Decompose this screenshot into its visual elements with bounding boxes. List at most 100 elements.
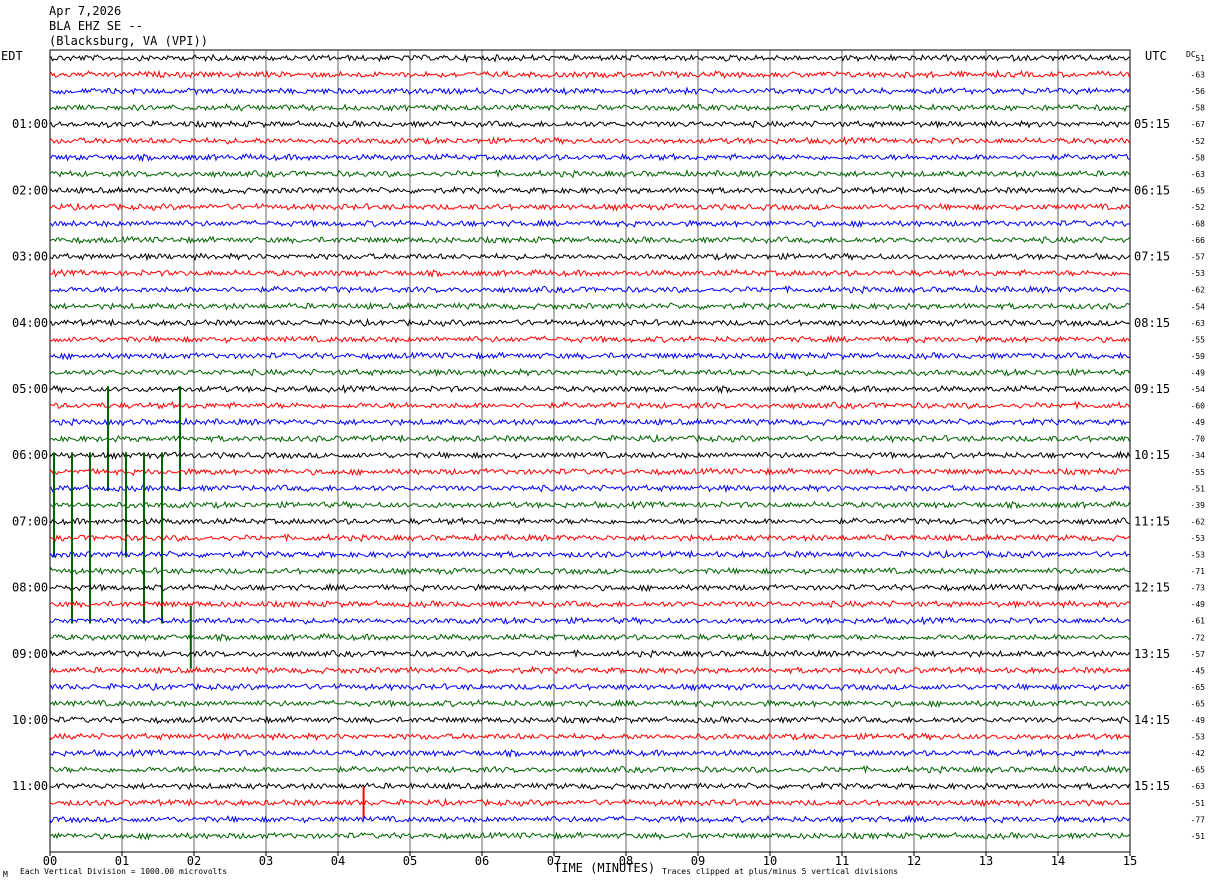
- right-hour-label: 14:15: [1134, 713, 1170, 727]
- trace-10: [49, 218, 1130, 229]
- dc-label: DC: [1186, 50, 1196, 59]
- header-date: Apr 7,2026: [49, 4, 122, 18]
- x-tick-label: 10: [763, 854, 777, 868]
- dc-offset-label: -61: [1191, 617, 1206, 626]
- left-hour-label: 11:00: [12, 779, 48, 793]
- right-hour-label: 09:15: [1134, 382, 1170, 396]
- dc-offset-label: -39: [1191, 501, 1206, 510]
- x-tick-label: 05: [403, 854, 417, 868]
- dc-offset-label: -56: [1191, 87, 1206, 96]
- dc-offset-label: -54: [1191, 302, 1206, 311]
- trace-17: [49, 334, 1130, 344]
- trace-27: [49, 500, 1130, 510]
- right-axis-label: UTC: [1145, 49, 1167, 63]
- left-hour-label: 02:00: [12, 183, 48, 197]
- dc-offset-label: -73: [1191, 584, 1206, 593]
- dc-offset-label: 51: [1195, 54, 1205, 63]
- trace-23: [49, 433, 1130, 444]
- x-tick-label: 02: [187, 854, 201, 868]
- left-hour-label: 09:00: [12, 647, 48, 661]
- dc-offset-label: -63: [1191, 71, 1206, 80]
- dc-offset-label: -62: [1191, 517, 1206, 526]
- trace-28: [49, 516, 1130, 526]
- x-tick-label: 00: [43, 854, 57, 868]
- dc-offset-label: -42: [1191, 749, 1206, 758]
- header-station: BLA EHZ SE --: [49, 19, 143, 33]
- dc-offset-label: -62: [1191, 286, 1206, 295]
- trace-26: [49, 483, 1130, 494]
- trace-3: [49, 102, 1130, 113]
- dc-offset-label: -49: [1191, 716, 1206, 725]
- dc-offset-label: -63: [1191, 782, 1206, 791]
- x-tick-label: 11: [835, 854, 849, 868]
- dc-offset-label: -49: [1191, 600, 1206, 609]
- x-tick-label: 08: [619, 854, 633, 868]
- trace-18: [49, 351, 1130, 361]
- dc-offset-label: -45: [1191, 666, 1206, 675]
- trace-31: [49, 566, 1130, 576]
- trace-7: [49, 168, 1130, 179]
- dc-offset-label: -67: [1191, 120, 1206, 129]
- right-hour-label: 11:15: [1134, 514, 1170, 528]
- right-hour-label: 12:15: [1134, 581, 1170, 595]
- trace-14: [49, 284, 1130, 295]
- trace-33: [49, 599, 1130, 609]
- dc-offset-label: -59: [1191, 352, 1206, 361]
- x-tick-label: 07: [547, 854, 561, 868]
- left-hour-label: 08:00: [12, 581, 48, 595]
- x-tick-label: 04: [331, 854, 345, 868]
- dc-offset-label: -77: [1191, 815, 1206, 824]
- left-hour-label: 03:00: [12, 250, 48, 264]
- trace-38: [49, 681, 1130, 692]
- trace-39: [49, 698, 1130, 709]
- x-tick-label: 15: [1123, 854, 1137, 868]
- dc-offset-label: -63: [1191, 319, 1206, 328]
- trace-30: [49, 549, 1130, 559]
- trace-16: [49, 317, 1130, 328]
- dc-offset-label: -55: [1191, 468, 1206, 477]
- dc-offset-label: -52: [1191, 203, 1206, 212]
- x-tick-label: 13: [979, 854, 993, 868]
- right-hour-label: 15:15: [1134, 779, 1170, 793]
- trace-42: [49, 748, 1130, 759]
- dc-offset-label: -68: [1191, 220, 1206, 229]
- dc-offset-label: -54: [1191, 385, 1206, 394]
- trace-4: [49, 119, 1130, 129]
- header-location: (Blacksburg, VA (VPI)): [49, 34, 208, 48]
- dc-offset-label: -53: [1191, 534, 1206, 543]
- left-hour-label: 07:00: [12, 514, 48, 528]
- trace-40: [49, 715, 1130, 725]
- right-hour-label: 13:15: [1134, 647, 1170, 661]
- trace-21: [49, 400, 1130, 410]
- dc-offset-label: -57: [1191, 253, 1206, 262]
- dc-offset-label: -58: [1191, 153, 1206, 162]
- left-hour-label: 04:00: [12, 316, 48, 330]
- trace-44: [49, 781, 1130, 791]
- trace-8: [49, 185, 1130, 195]
- x-tick-label: 09: [691, 854, 705, 868]
- dc-offset-label: -65: [1191, 186, 1206, 195]
- trace-9: [49, 201, 1130, 212]
- trace-41: [49, 732, 1130, 742]
- x-tick-label: 03: [259, 854, 273, 868]
- trace-20: [49, 384, 1130, 395]
- trace-43: [49, 764, 1130, 775]
- right-hour-label: 10:15: [1134, 448, 1170, 462]
- dc-offset-label: -63: [1191, 170, 1206, 179]
- dc-offset-label: -71: [1191, 567, 1206, 576]
- clip-note: Traces clipped at plus/minus 5 vertical …: [662, 867, 899, 876]
- dc-offset-label: -34: [1191, 451, 1206, 460]
- trace-11: [49, 235, 1130, 245]
- x-tick-label: 12: [907, 854, 921, 868]
- trace-47: [49, 831, 1130, 841]
- dc-offset-label: -58: [1191, 104, 1206, 113]
- dc-offset-label: -49: [1191, 418, 1206, 427]
- dc-offset-label: -65: [1191, 699, 1206, 708]
- trace-13: [49, 268, 1130, 279]
- x-tick-label: 06: [475, 854, 489, 868]
- dc-offset-label: -51: [1191, 799, 1206, 808]
- right-hour-label: 07:15: [1134, 250, 1170, 264]
- x-tick-label: 01: [115, 854, 129, 868]
- x-axis-label: TIME (MINUTES): [554, 861, 656, 875]
- dc-offset-label: -65: [1191, 766, 1206, 775]
